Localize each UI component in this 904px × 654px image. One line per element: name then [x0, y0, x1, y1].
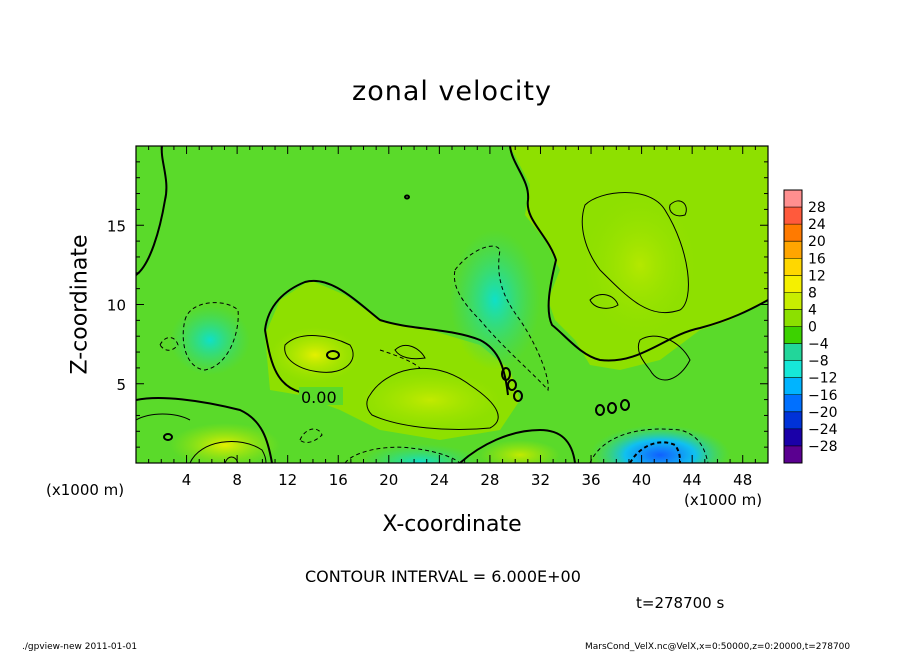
colorbar-swatch [784, 190, 802, 208]
x-axis-ticks: 4 8 12 16 20 24 28 32 36 40 44 48 [148, 146, 756, 489]
contour-label: 0.00 [301, 388, 337, 407]
colorbar-label: −28 [808, 439, 838, 455]
colorbar-label: 8 [808, 285, 817, 301]
colorbar-swatch [784, 428, 802, 447]
y-axis-ticks: 5 10 15 [107, 161, 768, 448]
x-tick-label: 24 [430, 471, 449, 489]
x-unit-label-right: (x1000 m) [684, 491, 763, 509]
footer-data-source: MarsCond_VelX.nc@VelX,x=0:50000,z=0:2000… [585, 642, 851, 652]
colorbar-label: 20 [808, 234, 826, 250]
x-tick-label: 32 [531, 471, 550, 489]
colorbar-swatch [784, 224, 802, 242]
colorbar-swatch [784, 326, 802, 345]
x-tick-label: 44 [683, 471, 702, 489]
colorbar-label: −16 [808, 388, 838, 404]
footer-program-date: ./gpview-new 2011-01-01 [22, 642, 138, 652]
x-tick-label: 8 [232, 471, 242, 489]
colorbar-swatch [784, 275, 802, 293]
colorbar-swatch [784, 343, 802, 362]
colorbar-label: −12 [808, 371, 838, 387]
colorbar-swatch [784, 292, 802, 310]
colorbar-swatch [784, 411, 802, 430]
colorbar-swatch [784, 207, 802, 225]
x-tick-label: 4 [182, 471, 192, 489]
colorbar-label: 24 [808, 217, 826, 233]
x-tick-label: 48 [733, 471, 752, 489]
colorbar-label: −24 [808, 422, 838, 438]
x-axis-label: X-coordinate [382, 512, 522, 537]
y-tick-label: 10 [107, 297, 126, 315]
contour-interval-text: CONTOUR INTERVAL = 6.000E+00 [305, 567, 581, 586]
chart-title: zonal velocity [352, 76, 552, 107]
colorbar-swatch [784, 309, 802, 327]
velocity-field: 0.00 [136, 146, 768, 463]
x-tick-label: 20 [379, 471, 398, 489]
colorbar-label: −20 [808, 405, 838, 421]
x-tick-label: 40 [632, 471, 651, 489]
colorbar-swatch [784, 377, 802, 396]
x-unit-label-left: (x1000 m) [46, 481, 125, 499]
y-tick-label: 15 [107, 217, 126, 235]
colorbar-label: 4 [808, 302, 817, 318]
x-tick-label: 36 [581, 471, 600, 489]
colorbar-swatch [784, 394, 802, 413]
colorbar-label: −8 [808, 354, 829, 370]
colorbar-label: 12 [808, 268, 826, 284]
time-label: t=278700 s [636, 594, 725, 612]
x-tick-label: 28 [480, 471, 499, 489]
colorbar-swatch [784, 241, 802, 259]
colorbar-label: −4 [808, 337, 829, 353]
colorbar-label: 16 [808, 251, 826, 267]
colorbar-label: 28 [808, 200, 826, 216]
y-axis-label: Z-coordinate [67, 234, 93, 375]
colorbar-swatch [784, 258, 802, 276]
colorbar-swatch [784, 360, 802, 379]
colorbar-swatch [784, 445, 802, 464]
colorbar-label: 0 [808, 320, 817, 336]
y-tick-label: 5 [116, 376, 126, 394]
x-tick-label: 16 [329, 471, 348, 489]
x-tick-label: 12 [278, 471, 297, 489]
